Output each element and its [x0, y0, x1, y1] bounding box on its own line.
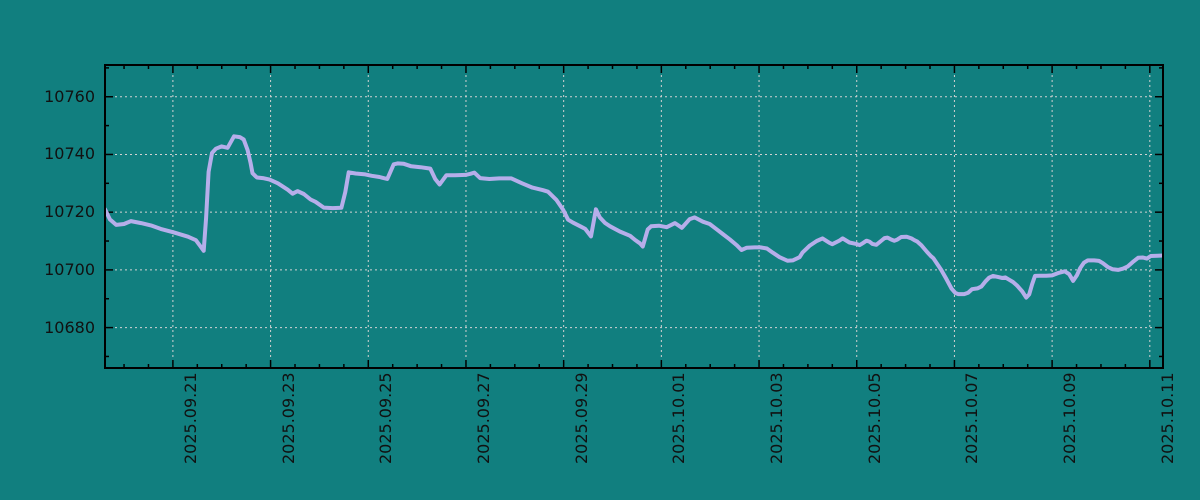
- series-line-instances: [105, 134, 1163, 300]
- x-tick-label: 2025.09.29: [571, 372, 591, 464]
- x-tick-label: 2025.10.07: [962, 372, 982, 464]
- y-tick-label: 10740: [44, 144, 95, 164]
- x-tick-label: 2025.10.03: [767, 372, 787, 464]
- x-tick-label: 2025.10.01: [669, 372, 689, 464]
- y-tick-label: 10720: [44, 202, 95, 222]
- x-tick-label: 2025.09.27: [473, 372, 493, 464]
- y-tick-label: 10680: [44, 317, 95, 337]
- x-tick-label: 2025.10.05: [864, 372, 884, 464]
- x-tick-label: 2025.09.21: [180, 372, 200, 464]
- plot-border: [104, 64, 1164, 369]
- x-tick-label: 2025.09.23: [278, 372, 298, 464]
- x-tick-label: 2025.10.11: [1157, 372, 1177, 464]
- x-tick-label: 2025.09.25: [376, 372, 396, 464]
- y-tick-label: 10760: [44, 86, 95, 106]
- y-tick-label: 10700: [44, 259, 95, 279]
- x-tick-label: 2025.10.09: [1060, 372, 1080, 464]
